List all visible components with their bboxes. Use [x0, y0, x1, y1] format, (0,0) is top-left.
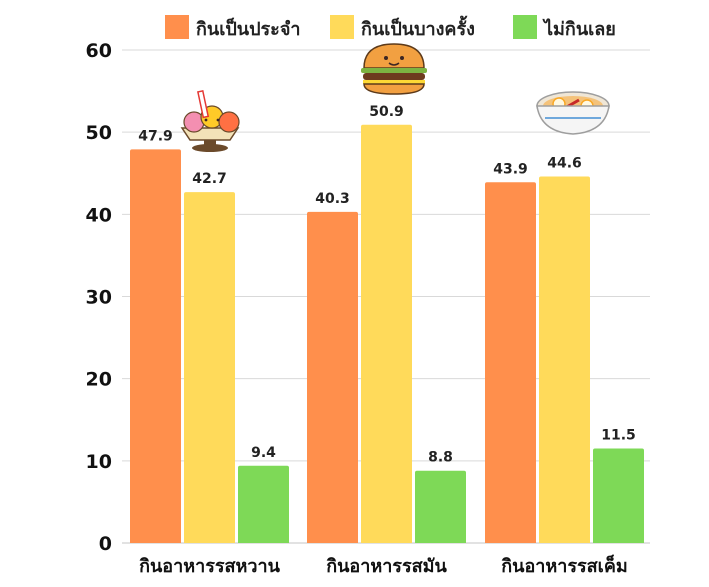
bar-sometimes: [184, 192, 235, 544]
bar-never: [238, 465, 289, 543]
data-label: 50.9: [369, 104, 404, 120]
y-tick-label: 50: [86, 122, 112, 144]
data-label: 42.7: [192, 171, 227, 187]
y-tick-label: 0: [99, 533, 112, 555]
x-category-label: กินอาหารรสเค็ม: [501, 554, 628, 577]
bar-never: [415, 470, 466, 543]
legend-label: กินเป็นประจำ: [196, 17, 301, 40]
x-category-label: กินอาหารรสหวาน: [139, 556, 281, 577]
data-labels: 47.9 42.7 9.4 40.3 50.9 8.8 43.9 44.6 11.5: [138, 104, 636, 466]
data-label: 9.4: [251, 445, 276, 461]
ice-cream-sundae-icon: [180, 89, 240, 152]
y-tick-label: 10: [86, 451, 112, 473]
bar-never: [593, 448, 644, 543]
data-label: 8.8: [428, 450, 453, 466]
data-label: 43.9: [493, 161, 528, 177]
y-axis: 0 10 20 30 40 50 60: [86, 40, 112, 555]
bar-regular: [485, 182, 536, 543]
bar-sometimes: [361, 124, 412, 543]
legend-swatch: [513, 15, 537, 39]
bars: [130, 124, 644, 544]
hamburger-icon: [361, 43, 427, 95]
y-tick-label: 30: [86, 287, 112, 309]
data-label: 11.5: [601, 428, 636, 444]
legend-label: ไม่กินเลย: [542, 18, 616, 40]
x-category-label: กินอาหารรสมัน: [326, 556, 447, 577]
bar-regular: [130, 149, 181, 543]
x-axis: กินอาหารรสหวาน กินอาหารรสมัน กินอาหารรสเค็…: [139, 554, 628, 577]
bar-regular: [307, 211, 358, 543]
data-label: 40.3: [315, 191, 350, 207]
legend-swatch: [165, 15, 189, 39]
noodle-bowl-icon: [536, 91, 610, 135]
legend-label: กินเป็นบางครั้ง: [361, 15, 475, 40]
bar-sometimes: [539, 176, 590, 543]
chart-legend: กินเป็นประจำ กินเป็นบางครั้ง ไม่กินเลย: [165, 15, 616, 40]
y-tick-label: 20: [86, 369, 112, 391]
y-tick-label: 40: [86, 204, 112, 226]
data-label: 44.6: [547, 156, 582, 172]
data-label: 47.9: [138, 128, 173, 144]
legend-swatch: [330, 15, 354, 39]
y-tick-label: 60: [86, 40, 112, 62]
